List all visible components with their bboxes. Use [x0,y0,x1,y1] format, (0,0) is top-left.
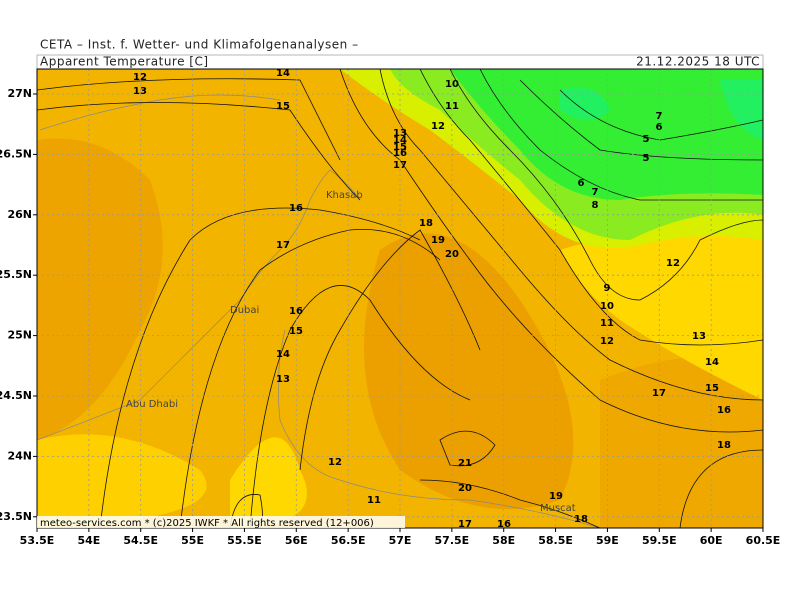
contour-label: 7 [592,187,599,198]
contour-label: 10 [445,79,459,90]
header-institute: CETA – Inst. f. Wetter- und Klimafolgena… [40,38,359,52]
city-label: Abu Dhabi [126,399,178,410]
contour-label: 12 [600,336,614,347]
contour-label: 20 [445,249,459,260]
contour-label: 10 [600,301,614,312]
x-label: 59.5E [642,534,677,547]
y-label: 23.5N [0,510,32,523]
contour-label: 6 [656,122,663,133]
contour-label: 5 [643,134,650,145]
contour-label: 17 [276,240,290,251]
header-time: 21.12.2025 18 UTC [636,55,760,69]
y-label: 24.5N [0,389,32,402]
contour-label: 20 [458,483,472,494]
contour-label: 14 [276,349,290,360]
contour-label: 15 [705,383,719,394]
y-label: 26N [7,208,32,221]
contour-label: 16 [393,148,407,159]
city-label: Khasab [326,190,363,201]
contour-label: 12 [431,121,445,132]
contour-label: 16 [717,405,731,416]
field [37,69,763,528]
contour-label: 19 [431,235,445,246]
city-label: Dubai [230,305,259,316]
x-label: 58E [492,534,515,547]
contour-label: 13 [692,331,706,342]
contour-label: 6 [578,178,585,189]
footer-bg [37,516,405,528]
x-label: 57.5E [435,534,470,547]
contour-label: 14 [705,357,719,368]
contour-label: 9 [604,283,611,294]
y-label: 24N [7,449,32,462]
contour-label: 18 [717,440,731,451]
x-label: 53.5E [20,534,55,547]
contour-label: 15 [289,326,303,337]
contour-label: 18 [419,218,433,229]
x-label: 59E [596,534,619,547]
contour-label: 12 [133,72,147,83]
x-label: 56.5E [331,534,366,547]
contour-label: 17 [652,388,666,399]
contour-label: 13 [276,374,290,385]
y-label: 26.5N [0,147,32,160]
contour-label: 14 [276,68,290,79]
contour-label: 15 [393,142,407,153]
graticule [37,69,763,528]
x-label: 56E [285,534,308,547]
contour-label: 16 [497,519,511,530]
contour-label: 21 [458,458,472,469]
x-label: 60.5E [746,534,781,547]
y-label: 27N [7,87,32,100]
x-label: 55E [181,534,204,547]
contour-label: 11 [445,101,459,112]
contours [37,69,763,528]
contour-label: 17 [458,519,472,530]
y-label: 25.5N [0,268,32,281]
contour-label: 15 [276,101,290,112]
city-label: Muscat [540,503,576,514]
contour-label: 16 [289,203,303,214]
contour-label: 16 [289,306,303,317]
contour-label: 11 [367,495,381,506]
x-label: 58.5E [538,534,573,547]
contour-label: 18 [574,514,588,525]
contour-label: 19 [549,491,563,502]
header-parameter: Apparent Temperature [C] [40,55,209,69]
contour-label: 5 [643,153,650,164]
contour-label: 11 [600,318,614,329]
x-label: 55.5E [227,534,262,547]
x-label: 54.5E [123,534,158,547]
x-label: 60E [700,534,723,547]
contour-label: 13 [393,128,407,139]
contour-label: 7 [656,111,663,122]
contour-label: 17 [393,160,407,171]
contour-label: 8 [592,200,599,211]
y-label: 25N [7,329,32,342]
contour-label: 14 [393,135,407,146]
footer: meteo-services.com * (c)2025 IWKF * All … [40,518,374,529]
x-label: 54E [77,534,100,547]
contour-label: 13 [133,86,147,97]
coastline [37,94,601,528]
contour-label: 12 [666,258,680,269]
x-label: 57E [389,534,412,547]
contour-label: 12 [328,457,342,468]
